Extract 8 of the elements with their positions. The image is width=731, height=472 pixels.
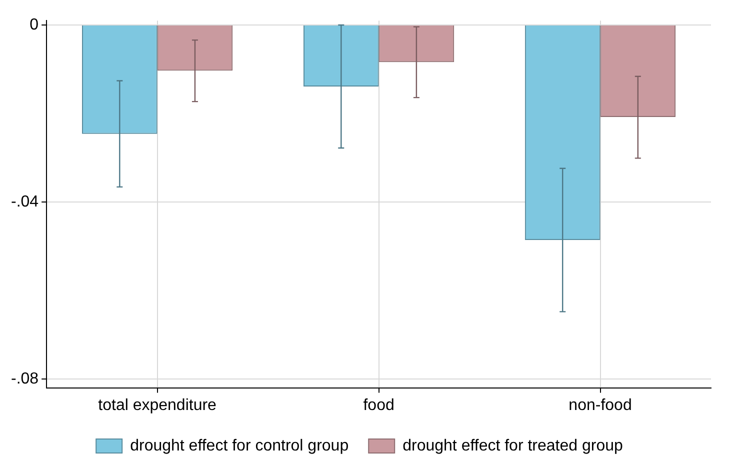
y-tick-label: -.08 <box>10 370 39 388</box>
y-tick-label: 0 <box>30 16 39 34</box>
x-tick-label: total expenditure <box>98 396 217 414</box>
legend-label: drought effect for treated group <box>402 437 624 454</box>
x-tick-label: food <box>363 396 394 414</box>
legend-label: drought effect for control group <box>130 437 349 454</box>
x-tick-label: non-food <box>568 396 632 414</box>
y-tick-label: -.04 <box>10 193 39 210</box>
